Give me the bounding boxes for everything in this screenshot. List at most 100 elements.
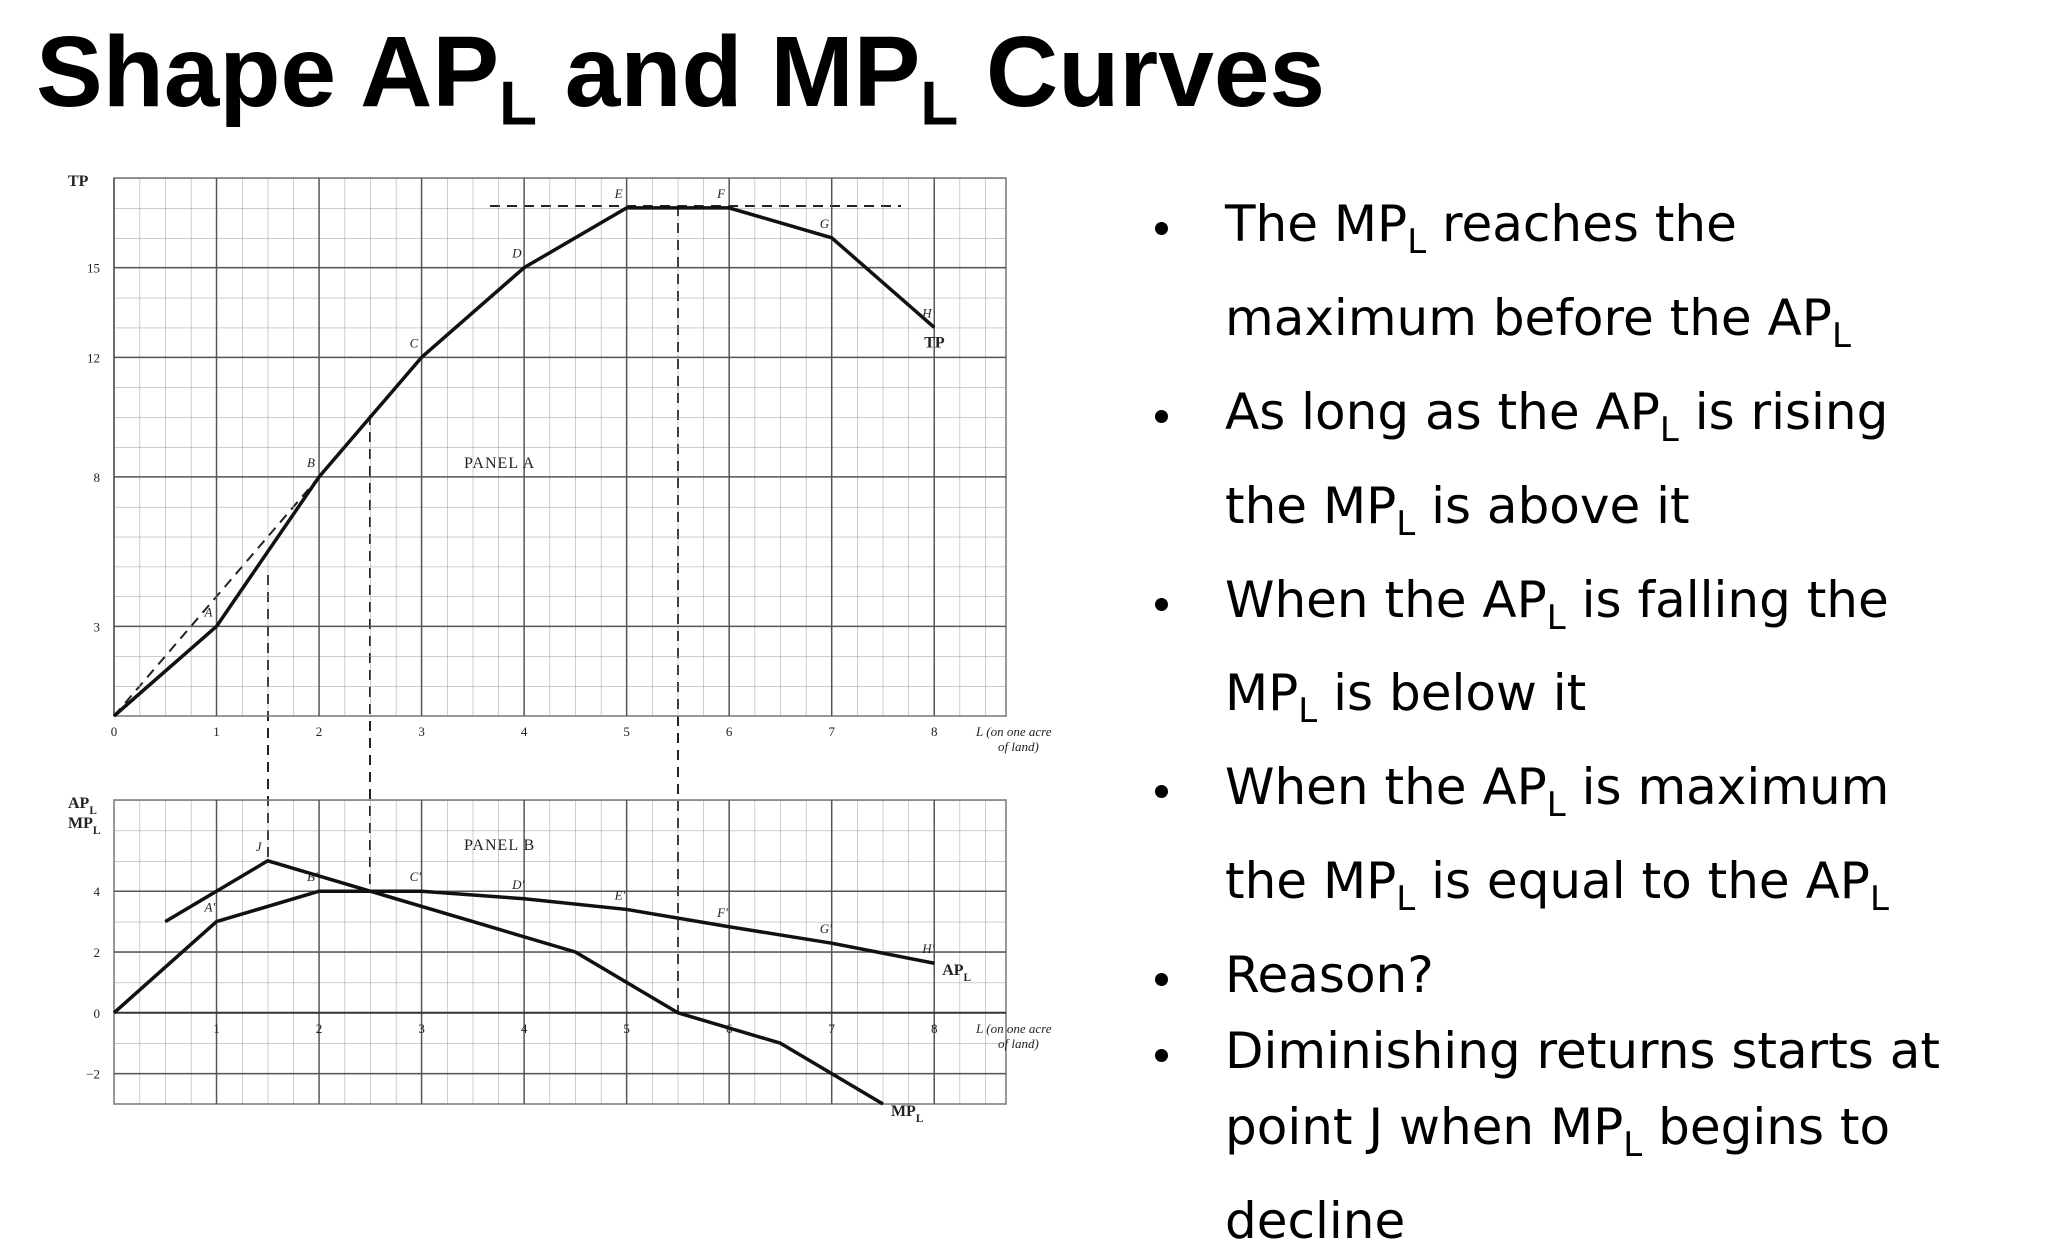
bullet: Reason? [1155, 937, 1940, 1013]
x-tick-label: 7 [828, 724, 835, 739]
subscript: L [1546, 785, 1566, 826]
bullet-line: point J when MPL begins to [1225, 1089, 1940, 1183]
x-axis-label: of land) [998, 739, 1039, 754]
text-run: Diminishing returns starts at [1225, 1022, 1940, 1081]
bullet: Diminishing returns starts at point J whe… [1155, 1013, 1940, 1259]
text-run: The MP [1225, 195, 1408, 253]
text-run: Reason? [1225, 946, 1434, 1005]
point-label: B [307, 455, 315, 470]
series-label: TP [924, 334, 945, 351]
bullet-line: The MPL reaches the [1225, 186, 1940, 280]
text-run: is equal to the AP [1415, 852, 1870, 911]
subscript: L [916, 1113, 923, 1125]
x-axis-label: of land) [998, 1036, 1039, 1051]
bullet-line: Reason? [1225, 937, 1940, 1013]
bullet-list: The MPL reaches the maximum before the AP… [1155, 186, 1940, 1259]
text-run: is falling the [1565, 570, 1889, 629]
x-tick-label: 6 [726, 724, 733, 739]
text-run: TP [924, 334, 945, 351]
x-tick-label: 3 [418, 1021, 425, 1036]
point-label: F [716, 186, 726, 201]
x-tick-label: 4 [521, 1021, 528, 1036]
point-label: H′ [921, 941, 934, 956]
text-run: begins to [1642, 1098, 1891, 1157]
y-axis-label: TP [68, 173, 89, 190]
x-tick-label: 1 [213, 1021, 220, 1036]
bullet: As long as the APL is rising the MPL is a… [1155, 374, 1940, 562]
text-run: As long as the AP [1225, 382, 1660, 441]
bullet-line: MPL is below it [1225, 655, 1940, 749]
x-tick-label: 2 [316, 1021, 323, 1036]
point-label: G [820, 216, 830, 231]
subscript: L [1396, 879, 1416, 920]
text-run: MP [68, 815, 93, 832]
panel-title: PANEL A [464, 455, 535, 472]
y-tick-label: 15 [87, 261, 100, 276]
x-tick-label: 8 [931, 724, 938, 739]
text-run: the MP [1225, 476, 1397, 535]
text-run: is above it [1415, 476, 1690, 535]
bullet-line: When the APL is falling the [1225, 562, 1940, 656]
x-tick-label: 8 [931, 1021, 938, 1036]
bullet-line: the MPL is equal to the APL [1225, 843, 1940, 937]
text-run: maximum before the AP [1225, 288, 1832, 347]
x-axis-label: L (on one acre [975, 1021, 1052, 1036]
point-label: A [204, 604, 213, 619]
point-label: D′ [511, 877, 524, 892]
point-label: C′ [410, 869, 422, 884]
y-tick-label: 8 [94, 470, 101, 485]
text-run: is below it [1317, 664, 1587, 723]
bullet-line: As long as the APL is rising [1225, 374, 1940, 468]
text-run: and MP [536, 16, 921, 128]
series-label: MPL [891, 1103, 923, 1125]
text-run: AP [942, 962, 964, 979]
y-tick-label: 4 [94, 884, 101, 899]
x-tick-label: 4 [521, 724, 528, 739]
y-tick-label: −2 [86, 1067, 100, 1082]
subscript: L [964, 972, 971, 984]
point-label: E′ [614, 887, 626, 902]
subscript: L [1546, 597, 1566, 638]
point-label: E [614, 186, 623, 201]
series-line [112, 889, 935, 1015]
subscript: L [920, 69, 959, 139]
x-tick-label: 3 [418, 724, 425, 739]
point-label: H [921, 305, 932, 320]
text-run: When the AP [1225, 570, 1547, 629]
series-line [112, 206, 936, 718]
text-run: the MP [1225, 852, 1397, 911]
subscript: L [1396, 503, 1416, 544]
bullet-line: the MPL is above it [1225, 468, 1940, 562]
text-run: MP [891, 1103, 916, 1120]
x-tick-label: 0 [111, 724, 118, 739]
subscript: L [1407, 221, 1427, 262]
text-run: TP [68, 173, 89, 190]
subscript: L [1623, 1125, 1643, 1166]
y-tick-label: 3 [94, 619, 101, 634]
slide-title: Shape APL and MPL Curves [36, 12, 1325, 165]
point-label: C [410, 335, 419, 350]
x-tick-label: 5 [623, 1021, 630, 1036]
bullet: When the APL is maximum the MPL is equal … [1155, 749, 1940, 937]
series-line [164, 859, 884, 1106]
point-label: A′ [204, 900, 216, 915]
text-run: reaches the [1426, 195, 1737, 253]
text-run: decline [1225, 1192, 1406, 1251]
series-label: APL [942, 962, 971, 984]
bullet: When the APL is falling the MPL is below … [1155, 562, 1940, 750]
point-label: D [511, 246, 522, 261]
x-axis-label: L (on one acre [975, 724, 1052, 739]
text-run: When the AP [1225, 758, 1547, 817]
text-run: Curves [958, 16, 1326, 128]
bullet-line: maximum before the APL [1225, 280, 1940, 374]
point-label: F′ [716, 905, 728, 920]
text-run: is maximum [1565, 758, 1890, 817]
x-tick-label: 2 [316, 724, 323, 739]
text-run: is rising [1678, 382, 1889, 441]
y-axis-label: MPL [68, 815, 100, 837]
x-tick-label: 7 [828, 1021, 835, 1036]
subscript: L [1298, 691, 1318, 732]
bullet-line: decline [1225, 1183, 1940, 1259]
plot-grid [113, 177, 1007, 717]
